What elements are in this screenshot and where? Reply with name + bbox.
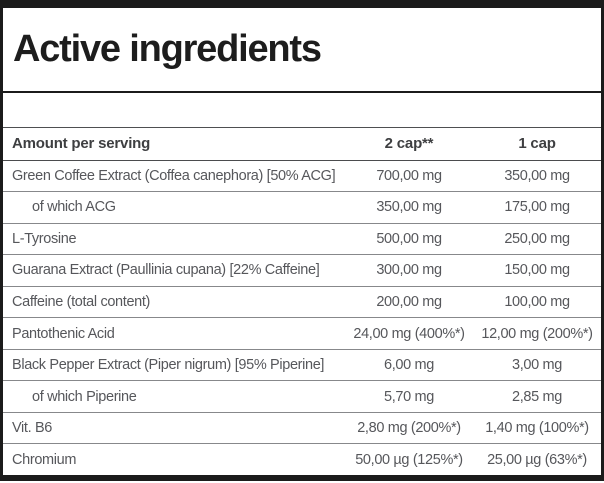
amount-1cap: 150,00 mg	[504, 262, 570, 279]
amount-1cap: 12,00 mg (200%*)	[481, 325, 593, 342]
amount-2cap: 2,80 mg (200%*)	[357, 420, 461, 437]
amount-2cap: 700,00 mg	[376, 167, 442, 184]
table-row-pantothenic-acid: Pantothenic Acid 24,00 mg (400%*) 12,00 …	[3, 318, 601, 350]
table-row-caffeine: Caffeine (total content) 200,00 mg 100,0…	[3, 287, 601, 319]
amount-1cap: 1,40 mg (100%*)	[485, 420, 589, 437]
table-row-black-pepper-extract: Black Pepper Extract (Piper nigrum) [95%…	[3, 350, 601, 382]
amount-2cap: 300,00 mg	[376, 262, 442, 279]
ingredient-label: Caffeine (total content)	[12, 294, 151, 310]
table-row-guarana-extract: Guarana Extract (Paullinia cupana) [22% …	[3, 255, 601, 287]
amount-1cap: 175,00 mg	[504, 199, 570, 216]
title-bar: Active ingredients	[3, 8, 601, 93]
ingredient-label: Green Coffee Extract (Coffea canephora) …	[12, 167, 336, 184]
amount-2cap: 500,00 mg	[376, 230, 442, 247]
table-row-of-which-piperine: of which Piperine 5,70 mg 2,85 mg	[3, 381, 601, 413]
amount-1cap: 2,85 mg	[512, 388, 562, 405]
table-row-vit-b6: Vit. B6 2,80 mg (200%*) 1,40 mg (100%*)	[3, 413, 601, 445]
amount-1cap: 3,00 mg	[512, 357, 562, 374]
header-2cap: 2 cap**	[384, 135, 434, 153]
table-header-row: Amount per serving 2 cap** 1 cap	[3, 128, 601, 161]
amount-2cap: 50,00 µg (125%*)	[355, 451, 463, 468]
ingredient-label: Chromium	[12, 451, 77, 468]
page-title: Active ingredients	[13, 28, 322, 70]
ingredient-label: Vit. B6	[12, 420, 53, 437]
amount-2cap: 6,00 mg	[384, 357, 434, 374]
spacer-band	[3, 93, 601, 128]
header-1cap: 1 cap	[518, 135, 556, 153]
table-row-of-which-acg: of which ACG 350,00 mg 175,00 mg	[3, 192, 601, 224]
header-amount-per-serving: Amount per serving	[12, 135, 151, 153]
amount-1cap: 350,00 mg	[504, 167, 570, 184]
ingredient-label: Pantothenic Acid	[12, 325, 115, 342]
ingredient-label: of which ACG	[32, 199, 116, 216]
amount-2cap: 24,00 mg (400%*)	[353, 325, 465, 342]
ingredient-label: L-Tyrosine	[12, 230, 77, 247]
ingredient-label: of which Piperine	[32, 388, 137, 405]
amount-1cap: 250,00 mg	[504, 230, 570, 247]
ingredient-label: Guarana Extract (Paullinia cupana) [22% …	[12, 262, 320, 279]
amount-2cap: 350,00 mg	[376, 199, 442, 216]
amount-2cap: 200,00 mg	[376, 294, 442, 310]
table-row-green-coffee-extract: Green Coffee Extract (Coffea canephora) …	[3, 161, 601, 193]
table-row-l-tyrosine: L-Tyrosine 500,00 mg 250,00 mg	[3, 224, 601, 256]
ingredients-table: Amount per serving 2 cap** 1 cap Green C…	[3, 128, 601, 475]
table-row-chromium: Chromium 50,00 µg (125%*) 25,00 µg (63%*…	[3, 444, 601, 475]
amount-2cap: 5,70 mg	[384, 388, 434, 405]
ingredient-label: Black Pepper Extract (Piper nigrum) [95%…	[12, 357, 325, 374]
amount-1cap: 25,00 µg (63%*)	[487, 451, 587, 468]
amount-1cap: 100,00 mg	[504, 294, 570, 310]
